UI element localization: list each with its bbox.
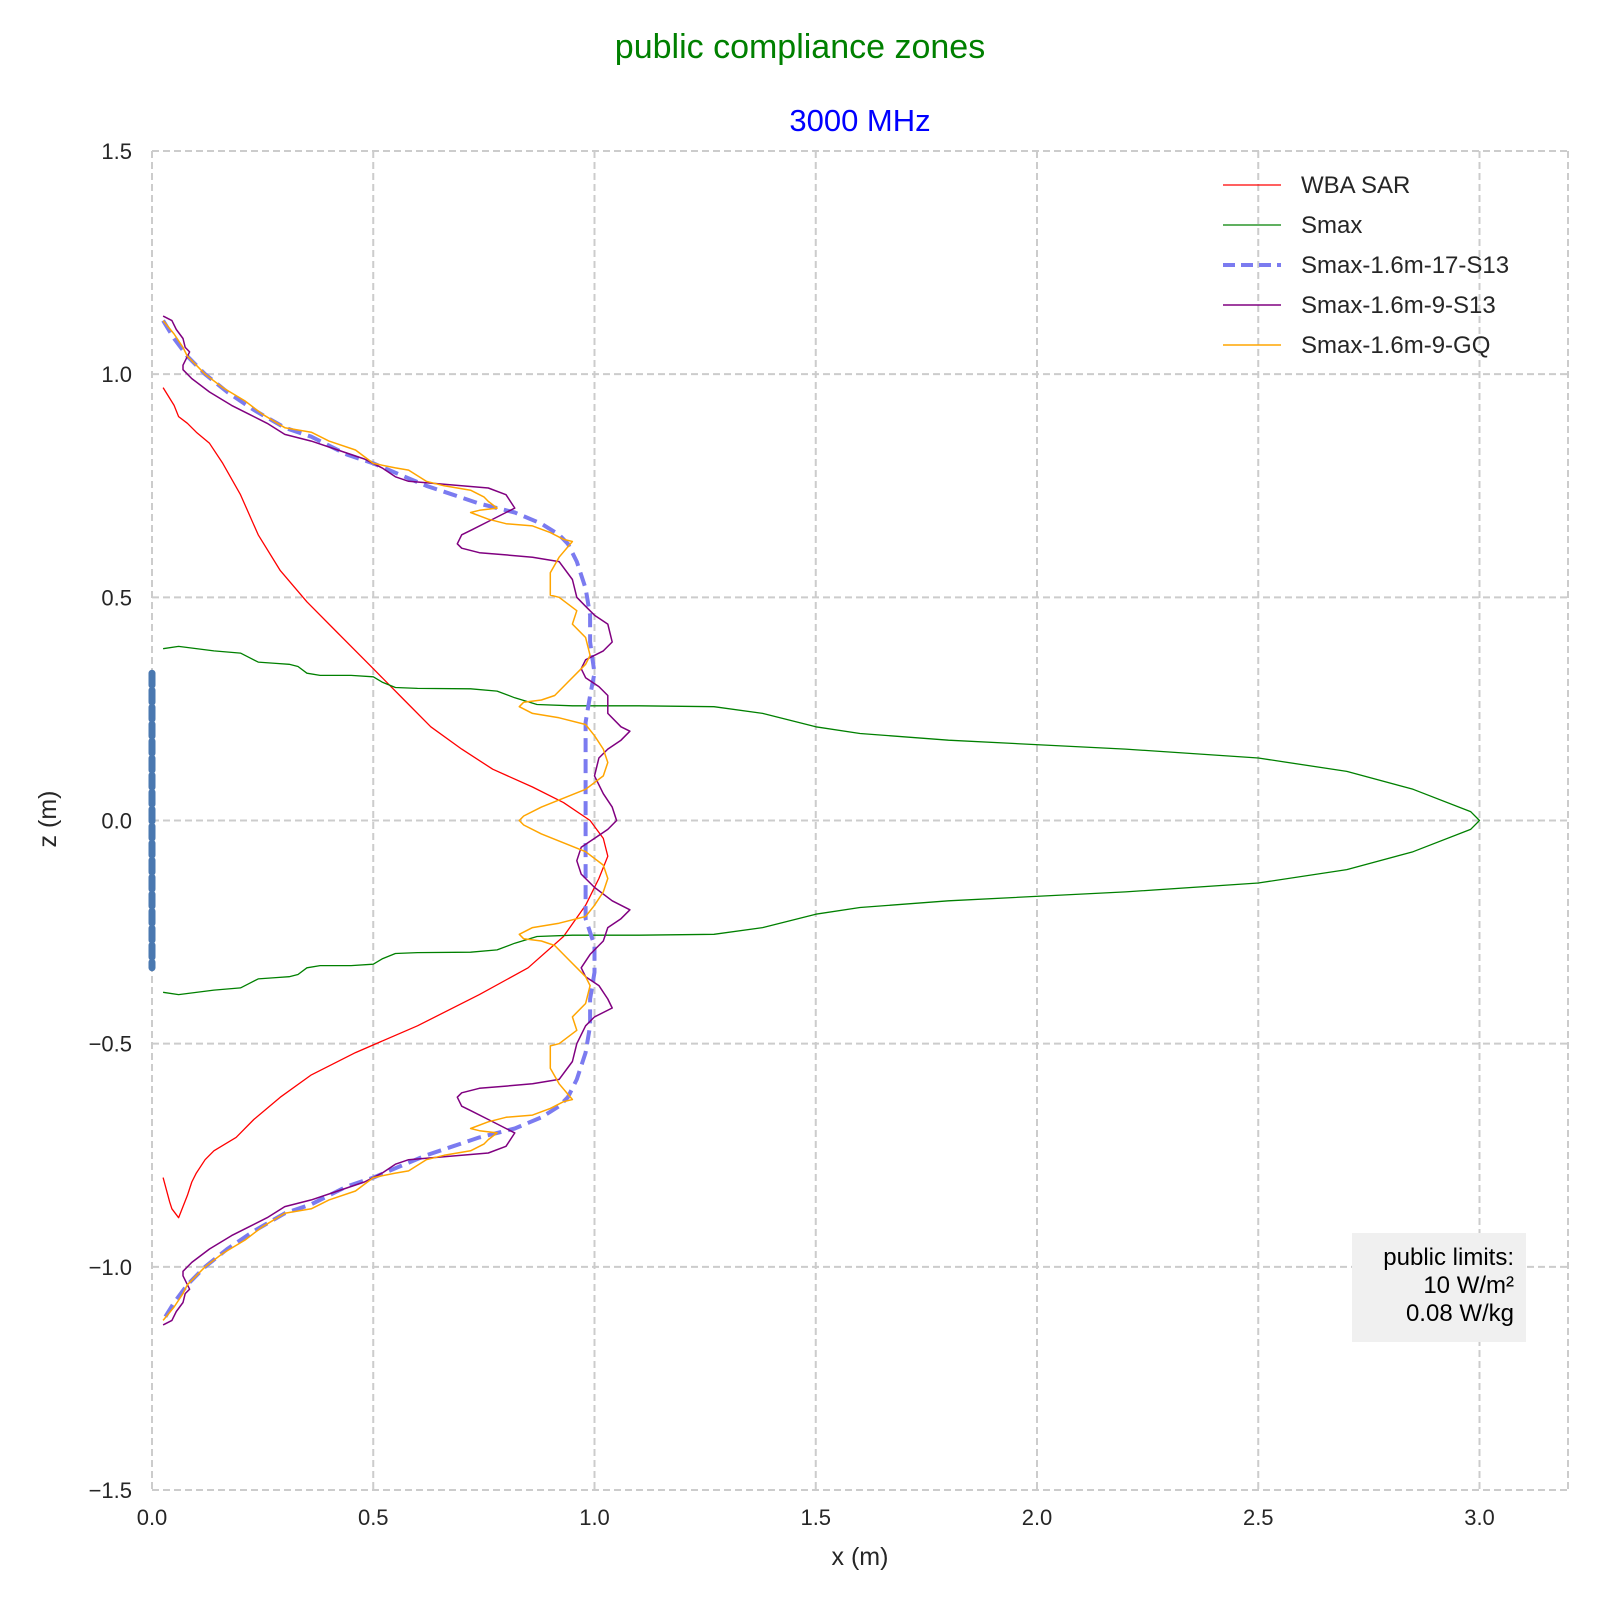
y-axis-label: z (m) xyxy=(34,791,62,848)
series-line-smax-1-6m-9-gq xyxy=(162,320,609,1321)
x-tick-label: 0.0 xyxy=(137,1505,168,1530)
y-tick-label: −0.5 xyxy=(89,1032,132,1057)
series-line-smax xyxy=(163,645,1481,996)
x-tick-label: 1.0 xyxy=(579,1505,610,1530)
limits-annotation-box xyxy=(1352,1233,1526,1342)
chart-suptitle: public compliance zones xyxy=(615,28,985,66)
limits-annotation-line-3: 0.08 W/kg xyxy=(1406,1300,1514,1327)
y-tick-label: 1.0 xyxy=(101,362,132,387)
series-line-wba-sar xyxy=(162,387,609,1219)
x-tick-labels: 0.0 0.5 1.0 1.5 2.0 2.5 3.0 xyxy=(137,1505,1495,1530)
chart-title: 3000 MHz xyxy=(789,103,930,138)
y-tick-label: 1.5 xyxy=(101,139,132,164)
legend-label-smax: Smax xyxy=(1301,212,1362,239)
x-tick-label: 2.5 xyxy=(1243,1505,1274,1530)
y-tick-label: −1.0 xyxy=(89,1255,132,1280)
legend-label-smax-1-6m-9-gq: Smax-1.6m-9-GQ xyxy=(1301,332,1490,359)
legend-label-smax-1-6m-17-s13: Smax-1.6m-17-S13 xyxy=(1301,252,1509,279)
legend-label-smax-1-6m-9-s13: Smax-1.6m-9-S13 xyxy=(1301,292,1496,319)
y-tick-label: 0.0 xyxy=(101,809,132,834)
y-tick-label: −1.5 xyxy=(89,1478,132,1503)
series-lines xyxy=(161,315,1481,1326)
series-line-smax-1-6m-9-s13 xyxy=(162,315,631,1326)
limits-annotation-line-1: public limits: xyxy=(1383,1244,1514,1271)
x-tick-label: 0.5 xyxy=(358,1505,389,1530)
legend-label-wba-sar: WBA SAR xyxy=(1301,172,1410,199)
x-tick-label: 3.0 xyxy=(1464,1505,1495,1530)
x-tick-label: 2.0 xyxy=(1022,1505,1053,1530)
y-tick-label: 0.5 xyxy=(101,585,132,610)
legend: WBA SAR Smax Smax-1.6m-17-S13 Smax-1.6m-9-S… xyxy=(1223,172,1509,359)
x-axis-label: x (m) xyxy=(832,1543,889,1571)
y-tick-labels: 1.5 1.0 0.5 0.0 −0.5 −1.0 −1.5 xyxy=(89,139,132,1503)
limits-annotation: public limits: 10 W/m² 0.08 W/kg xyxy=(1352,1233,1526,1342)
x-tick-label: 1.5 xyxy=(800,1505,831,1530)
limits-annotation-line-2: 10 W/m² xyxy=(1423,1272,1514,1299)
